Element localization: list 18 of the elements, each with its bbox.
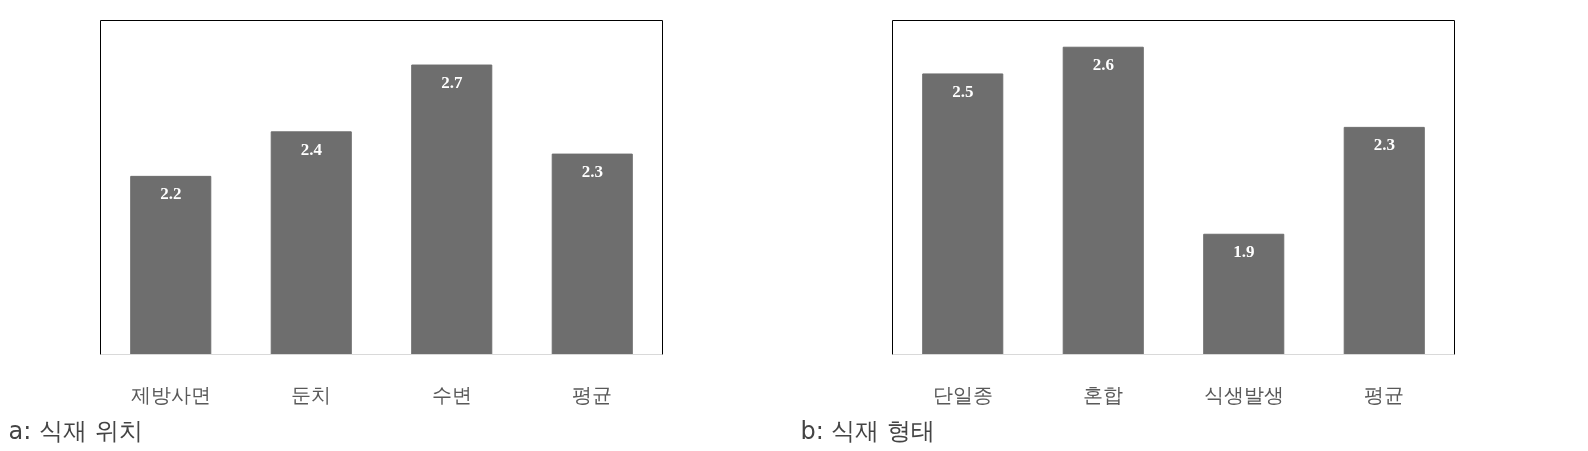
data-label: 2.2 — [160, 184, 182, 204]
data-label: 1.9 — [1233, 242, 1255, 262]
x-tick-label: 혼합 — [1083, 382, 1124, 407]
data-label: 2.7 — [441, 73, 463, 93]
x-tick-label: 제방사면 — [130, 382, 211, 407]
data-label: 2.3 — [1373, 135, 1395, 155]
data-label: 2.5 — [952, 81, 974, 101]
x-tick-label: 평균 — [1364, 382, 1405, 407]
x-tick-label: 둔치 — [291, 382, 332, 407]
text: a: 식재 위치 — [8, 416, 143, 445]
data-label: 2.4 — [300, 139, 323, 159]
x-tick-label: 평균 — [572, 382, 613, 407]
data-label: 2.3 — [581, 162, 603, 182]
x-tick-label: 식생발생 — [1203, 382, 1284, 407]
text: b: 식재 형태 — [800, 416, 936, 445]
x-tick-label: 단일종 — [932, 382, 993, 407]
data-label: 2.6 — [1092, 55, 1114, 75]
x-tick-label: 수변 — [431, 382, 472, 407]
